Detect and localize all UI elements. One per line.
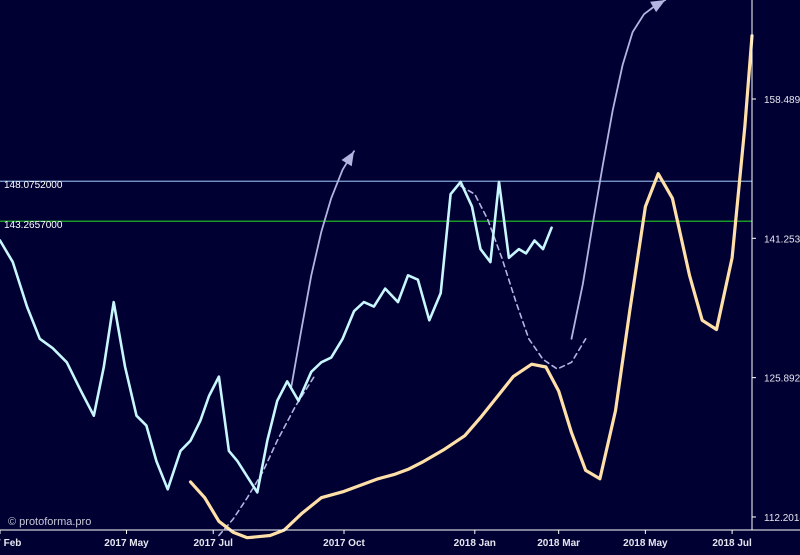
y-tick-label: 125.8925 [764, 374, 800, 385]
x-tick-label: 2018 May [623, 538, 668, 549]
x-tick-label: 2017 Jul [193, 538, 233, 549]
y-tick-label: 141.2538 [764, 234, 800, 245]
forecast-arrow-series-1 [290, 150, 355, 388]
forecast-arrow-series-1-arrowhead [341, 151, 354, 167]
forecast-dashed-series-2 [218, 375, 315, 537]
forecast-arrow-series-2-arrowhead [650, 0, 666, 13]
price-series-1 [0, 180, 553, 494]
y-tick-label: 158.4893 [764, 95, 800, 106]
forecast-arrow-series-2 [570, 0, 667, 340]
watermark: © protoforma.pro [8, 516, 91, 528]
forecast-dashed-series-1 [459, 185, 587, 370]
y-tick-label: 112.2018 [764, 513, 800, 524]
x-tick-label: 2017 Oct [323, 538, 365, 549]
x-tick-label: 2018 Mar [537, 538, 580, 549]
level-label-1: 148.0752000 [4, 180, 63, 191]
x-tick-label: 2018 Jul [712, 538, 752, 549]
x-tick-label: 2018 Jan [454, 538, 496, 549]
x-tick-label: 2017 Feb [0, 538, 21, 549]
x-tick-label: 2017 May [104, 538, 149, 549]
level-label-2: 143.2657000 [4, 220, 63, 231]
